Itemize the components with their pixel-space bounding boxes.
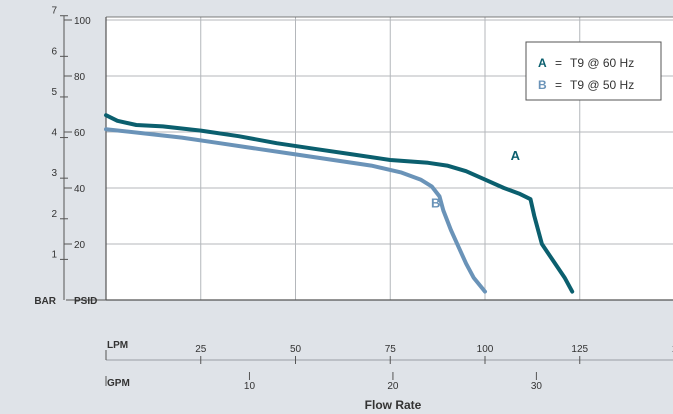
legend-label-a: T9 @ 60 Hz (570, 56, 634, 70)
lpm-tick-label: 25 (195, 344, 207, 355)
curve-labels: AB (431, 148, 521, 211)
psid-tick-label: 20 (74, 240, 86, 251)
gpm-tick-label: 10 (244, 381, 256, 392)
psid-unit-label: PSID (74, 296, 97, 307)
bar-tick-label: 1 (51, 249, 57, 260)
bar-tick-label: 6 (51, 46, 57, 57)
legend-separator-b: = (555, 78, 562, 92)
gpm-tick-label: 20 (387, 381, 399, 392)
axes: 1 2 3 4 5 6 7 BAR 20 40 60 80 100 PSID LPM 25 50 75 100 125… (34, 6, 673, 392)
lpm-tick-label: 100 (477, 344, 494, 355)
curves (104, 113, 575, 294)
bar-tick-label: 3 (51, 168, 57, 179)
x-axis-title: Flow Rate (365, 398, 422, 412)
legend: A = T9 @ 60 Hz B = T9 @ 50 Hz (525, 41, 662, 101)
bar-unit-label: BAR (34, 296, 56, 307)
gpm-tick-label: 30 (531, 381, 543, 392)
legend-box (525, 41, 662, 101)
bar-tick-label: 5 (51, 87, 57, 98)
lpm-tick-label: 75 (385, 344, 397, 355)
psid-tick-label: 80 (74, 72, 86, 83)
gpm-unit-label: GPM (107, 378, 130, 389)
lpm-tick-label: 50 (290, 344, 302, 355)
legend-key-a: A (538, 56, 547, 70)
lpm-tick-label: 1 (672, 344, 673, 355)
curve-a (104, 113, 575, 294)
psid-tick-label: 60 (74, 128, 86, 139)
legend-separator-a: = (555, 56, 562, 70)
legend-key-b: B (538, 78, 547, 92)
curve-label-a: A (511, 148, 521, 163)
curve-b (104, 127, 487, 294)
lpm-tick-label: 125 (571, 344, 588, 355)
legend-label-b: T9 @ 50 Hz (570, 78, 634, 92)
bar-tick-label: 7 (51, 6, 57, 17)
curve-label-b: B (431, 196, 440, 211)
bar-tick-label: 2 (51, 209, 57, 220)
psid-tick-label: 40 (74, 184, 86, 195)
bar-tick-label: 4 (51, 128, 57, 139)
lpm-unit-label: LPM (107, 340, 128, 351)
plot-frame (105, 16, 673, 301)
psid-tick-label: 100 (74, 16, 91, 27)
